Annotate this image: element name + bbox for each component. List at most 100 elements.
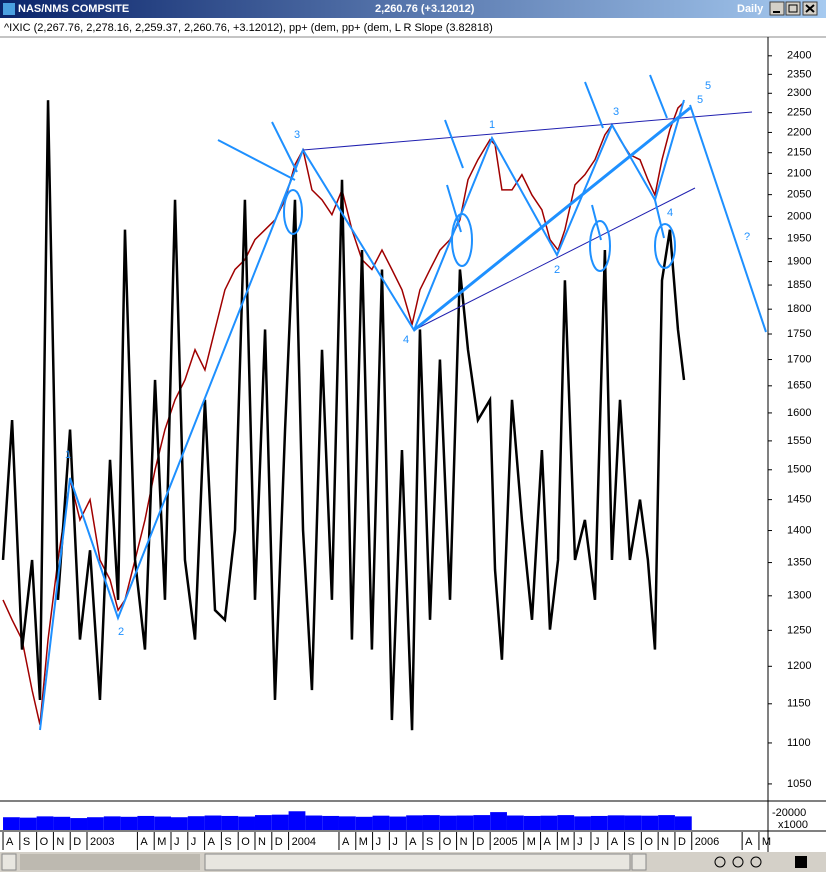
x-tick-label: O — [40, 836, 49, 848]
chart-button[interactable] — [795, 856, 807, 868]
y-tick-label: 1050 — [787, 778, 811, 790]
x-tick-label: O — [241, 836, 250, 848]
x-tick-label: A — [611, 836, 619, 848]
x-tick-label: S — [426, 836, 433, 848]
x-tick-label: A — [745, 836, 753, 848]
y-tick-label: 1650 — [787, 380, 811, 392]
volume-bar — [36, 816, 54, 830]
x-tick-label: A — [140, 836, 148, 848]
x-tick-label: N — [460, 836, 468, 848]
scroll-left[interactable] — [1, 853, 17, 871]
volume-unit: x1000 — [778, 819, 808, 831]
volume-bar — [456, 815, 474, 830]
volume-bar — [406, 815, 423, 830]
scrollbar[interactable] — [0, 852, 826, 872]
volume-bar — [103, 816, 121, 830]
volume-bar — [254, 815, 272, 830]
x-tick-label: J — [392, 836, 398, 848]
volume-bar — [120, 816, 138, 830]
volume-bar — [607, 815, 625, 830]
zoom-in[interactable] — [750, 856, 762, 868]
y-tick-label: 1750 — [787, 328, 811, 340]
zoom-out[interactable] — [732, 856, 744, 868]
wave-label: 3 — [294, 129, 300, 141]
title-bar — [0, 0, 826, 18]
y-tick-label: 1800 — [787, 303, 811, 315]
y-tick-label: 1450 — [787, 494, 811, 506]
y-tick-label: 1600 — [787, 407, 811, 419]
y-tick-label: 2150 — [787, 147, 811, 159]
volume-bar — [372, 815, 390, 830]
volume-bar — [154, 816, 172, 830]
x-tick-label: S — [23, 836, 30, 848]
volume-bar — [187, 816, 205, 830]
volume-bar — [221, 815, 239, 830]
legend-text: ^IXIC (2,267.76, 2,278.16, 2,259.37, 2,2… — [4, 22, 493, 34]
y-tick-label: 1850 — [787, 279, 811, 291]
x-tick-label: D — [73, 836, 81, 848]
volume-bar — [355, 816, 373, 830]
drawn-annotations — [39, 74, 767, 731]
volume-bar — [305, 815, 323, 830]
y-tick-label: 1500 — [787, 464, 811, 476]
volume-bar — [137, 815, 155, 830]
volume-bar — [3, 817, 20, 830]
y-tick-label: 2200 — [787, 126, 811, 138]
x-tick-label: A — [544, 836, 552, 848]
volume-bar — [87, 817, 104, 830]
volume-bar — [338, 816, 356, 830]
volume-bar — [624, 815, 642, 830]
volume-bar — [238, 816, 255, 830]
maximize-button[interactable] — [785, 1, 801, 16]
x-tick-label: 2004 — [292, 836, 316, 848]
x-tick-label: O — [443, 836, 452, 848]
x-tick-label: 2005 — [493, 836, 517, 848]
y-tick-label: 1700 — [787, 353, 811, 365]
window-buttons[interactable] — [769, 1, 818, 16]
y-tick-label: 1900 — [787, 255, 811, 267]
x-tick-label: 2003 — [90, 836, 114, 848]
wave-label: 4 — [667, 207, 673, 219]
x-tick-label: J — [191, 836, 197, 848]
x-tick-label: M — [527, 836, 536, 848]
volume-bar — [506, 815, 524, 830]
volume-bar — [171, 817, 188, 830]
volume-bar — [674, 816, 692, 830]
volume-bar — [658, 815, 675, 830]
y-tick-label: 1300 — [787, 590, 811, 602]
y-tick-label: 2000 — [787, 210, 811, 222]
volume-bar — [557, 815, 575, 830]
minimize-button[interactable] — [769, 1, 785, 16]
scroll-region[interactable] — [20, 854, 200, 870]
x-tick-label: J — [174, 836, 180, 848]
x-tick-label: D — [476, 836, 484, 848]
x-tick-label: A — [6, 836, 14, 848]
scroll-thumb[interactable] — [204, 853, 631, 871]
x-tick-label: A — [208, 836, 216, 848]
x-tick-label: A — [342, 836, 350, 848]
y-tick-label: 2300 — [787, 87, 811, 99]
y-tick-label: 1950 — [787, 233, 811, 245]
pan-button[interactable] — [714, 856, 726, 868]
x-tick-label: N — [258, 836, 266, 848]
y-tick-label: 2050 — [787, 189, 811, 201]
volume-bar — [473, 815, 491, 830]
x-tick-label: M — [157, 836, 166, 848]
scroll-right[interactable] — [631, 853, 647, 871]
x-tick-label: J — [594, 836, 600, 848]
volume-bar — [389, 816, 407, 830]
x-tick-label: A — [409, 836, 417, 848]
x-tick-label: S — [628, 836, 635, 848]
volume-bar — [322, 815, 339, 830]
quote: 2,260.76 (+3.12012) — [375, 3, 475, 15]
volume-bar — [490, 812, 507, 830]
wave-label: 3 — [613, 106, 619, 118]
series-line — [1, 100, 686, 731]
wave-label: 1 — [489, 119, 495, 131]
y-tick-label: 2350 — [787, 68, 811, 80]
volume-bar — [523, 815, 541, 830]
wave-label: 4 — [403, 334, 409, 346]
wave-label: 2 — [118, 626, 124, 638]
series-line — [2, 101, 685, 725]
y-tick-label: 1250 — [787, 624, 811, 636]
